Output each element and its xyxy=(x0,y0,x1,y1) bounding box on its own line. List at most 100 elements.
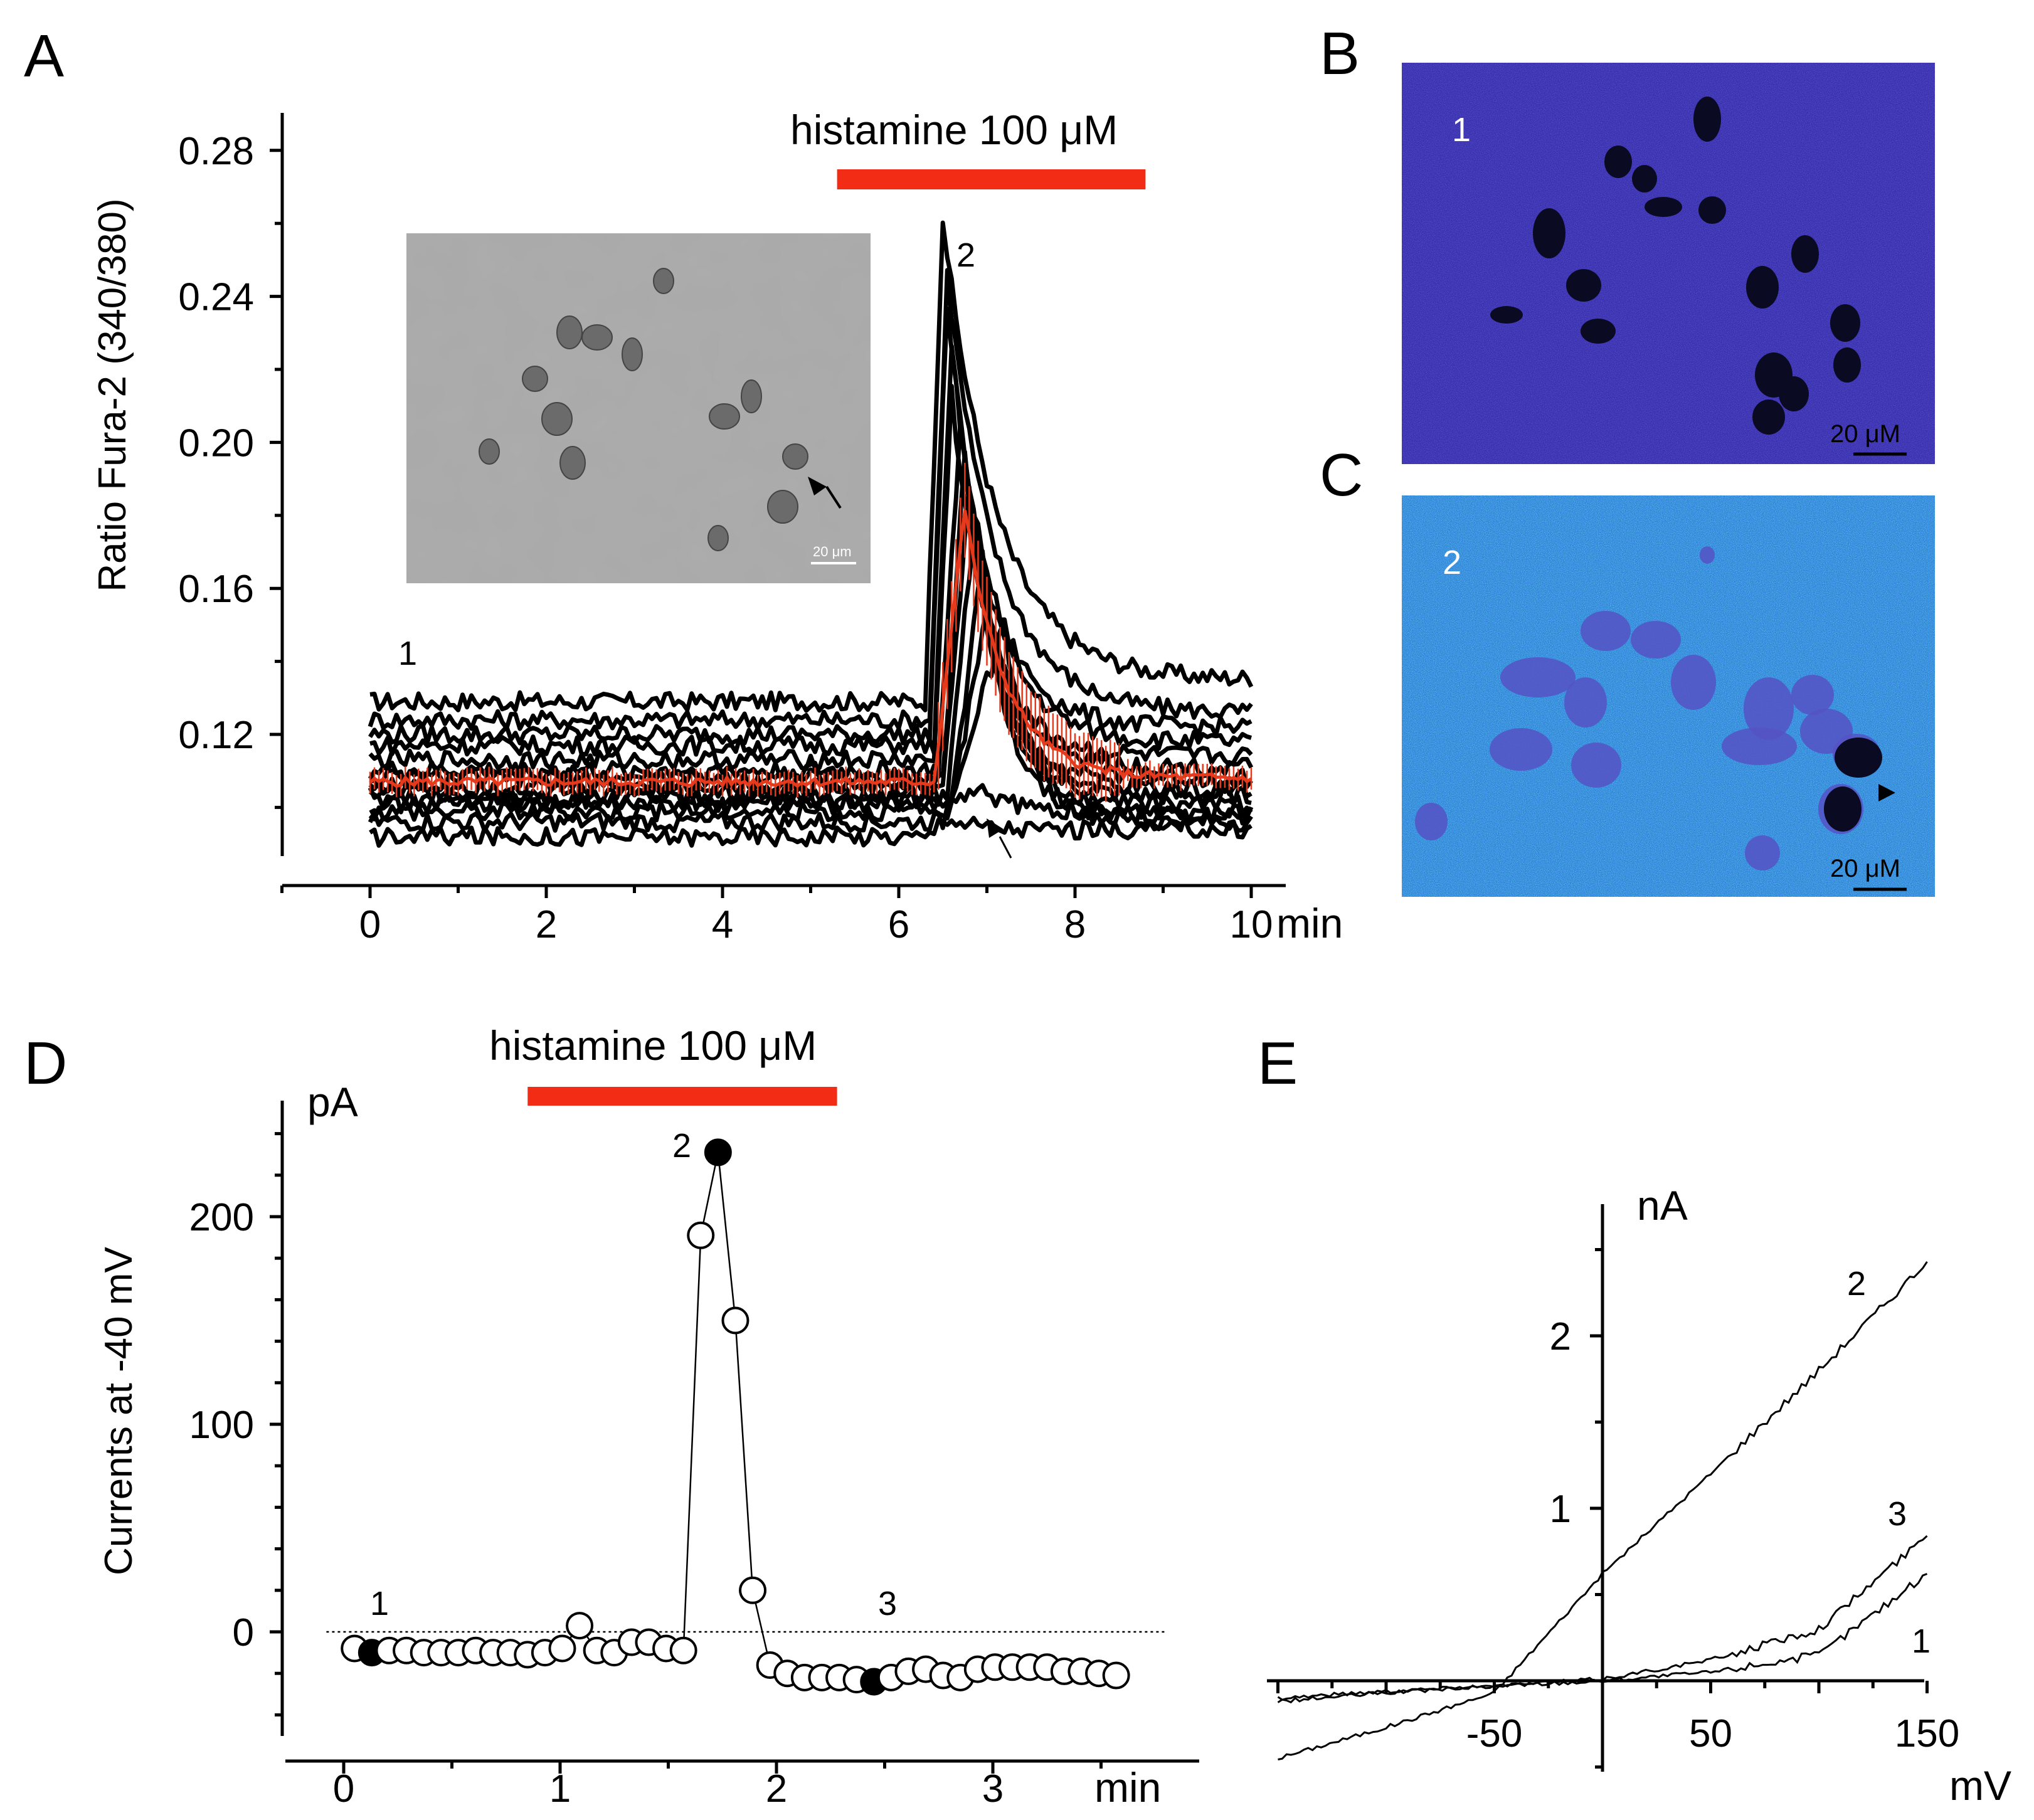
inset-arrow-line xyxy=(825,485,842,509)
panel-a-axes xyxy=(280,113,1286,887)
panel-e-curve-label-1: 1 xyxy=(1912,1622,1931,1660)
inset-texture xyxy=(406,233,871,583)
inset-cells xyxy=(479,268,808,551)
panel-c-cell xyxy=(1564,677,1607,727)
panel-a-stimulus-bar xyxy=(837,169,1146,189)
panel-c-cell xyxy=(1581,611,1631,651)
panel-b-cell xyxy=(1566,269,1601,302)
inset-arrowhead-icon xyxy=(808,477,827,495)
panel-a-y-tick-label: 0.16 xyxy=(178,568,254,611)
inset-cell xyxy=(479,438,500,465)
panel-e-curve-label-2: 2 xyxy=(1847,1265,1866,1303)
panel-d-point xyxy=(548,1634,576,1663)
panel-a-x-unit: min xyxy=(1276,900,1343,946)
panel-b-cell xyxy=(1693,97,1721,142)
panel-a-y-tick-label: 0.24 xyxy=(178,276,254,319)
inset-cell xyxy=(581,324,613,351)
panel-b-cell xyxy=(1752,399,1785,435)
panel-b-texture xyxy=(1402,63,1935,464)
panel-a-x-tick-label: 4 xyxy=(712,903,733,946)
panel-a-x-tick-label: 2 xyxy=(536,903,557,946)
panel-d-y-tick-label: 0 xyxy=(233,1611,254,1654)
panel-d-axes xyxy=(280,1101,1199,1763)
panel-c-arrowhead-icon xyxy=(1878,784,1895,802)
panel-e-x-unit: mV xyxy=(1949,1762,2011,1809)
panel-e-ticks: 1 2 -50 50 150 xyxy=(1276,1248,1959,1769)
panel-c-letter: C xyxy=(1320,442,1363,509)
panel-e: E 1 2 -50 50 150 nA mV 2 3 1 xyxy=(1258,1030,2011,1809)
panel-d-point-label-3: 3 xyxy=(878,1585,897,1622)
inset-cell xyxy=(741,379,762,413)
inset-cell xyxy=(556,315,583,349)
panel-c-cell xyxy=(1631,621,1681,659)
panel-a-point-label-2: 2 xyxy=(956,236,975,274)
brightfield-inset: 20 μm xyxy=(406,233,871,583)
panel-d-line xyxy=(354,1152,1116,1683)
panel-e-curve-3 xyxy=(1277,1535,1928,1701)
panel-a-trace-1 xyxy=(369,220,1254,713)
panel-c-cell xyxy=(1745,835,1780,870)
panel-b-letter: B xyxy=(1320,20,1360,87)
panel-d-y-tick-label: 200 xyxy=(189,1196,254,1239)
panel-c-cell xyxy=(1791,675,1834,715)
panel-c-cell xyxy=(1490,728,1552,771)
inset-cell xyxy=(522,366,548,392)
panel-c-cell xyxy=(1500,657,1576,697)
panel-a-trace-10 xyxy=(369,549,1253,815)
panel-d-point-label-2: 2 xyxy=(672,1127,691,1165)
panel-b: B 1 20 μM xyxy=(1320,20,1935,464)
panel-a-trace-6 xyxy=(368,418,1254,783)
panel-a-trace-12 xyxy=(368,618,1253,833)
panel-d-ticks: 0 100 200 0 1 2 3 xyxy=(189,1132,1103,1811)
inset-cell xyxy=(559,446,586,480)
panel-a-arrowhead-icon xyxy=(987,818,1004,838)
panel-d-point xyxy=(739,1576,767,1604)
panel-b-cell xyxy=(1830,304,1860,342)
panel-e-curves xyxy=(1277,1261,1928,1760)
panel-d: D histamine 100 μM pA min Currents at -4… xyxy=(24,1022,1199,1811)
panel-a-trace-3 xyxy=(368,306,1253,746)
panel-e-y-unit: nA xyxy=(1637,1182,1688,1229)
panel-d-x-tick-label: 3 xyxy=(982,1767,1004,1811)
panel-a-x-tick-label: 8 xyxy=(1064,903,1086,946)
panel-c-dark-cell xyxy=(1835,738,1882,778)
panel-d-point xyxy=(721,1306,750,1335)
panel-e-y-tick-label: 2 xyxy=(1550,1315,1571,1358)
panel-d-y-tick-label: 100 xyxy=(189,1404,254,1447)
panel-a-y-axis-title: Ratio Fura-2 (340/380) xyxy=(91,198,134,591)
panel-c-cell xyxy=(1571,743,1621,788)
panel-b-cell xyxy=(1645,197,1682,217)
panel-b-cell xyxy=(1698,196,1726,224)
panel-a-mean-trace xyxy=(369,462,1253,802)
panel-a-trace-13 xyxy=(369,815,1253,848)
panel-d-stimulus-label: histamine 100 μM xyxy=(489,1022,817,1069)
panel-a-trace-4 xyxy=(369,344,1253,757)
panel-e-x-tick-label: 50 xyxy=(1689,1712,1732,1755)
panel-b-cell xyxy=(1791,235,1819,273)
panel-d-points xyxy=(341,1138,1130,1696)
panel-b-scale-label: 20 μM xyxy=(1830,420,1900,448)
panel-d-connecting-line xyxy=(354,1152,1116,1683)
panel-b-image-label: 1 xyxy=(1452,111,1471,149)
panel-c-cell xyxy=(1744,677,1794,740)
panel-e-curve-label-3: 3 xyxy=(1888,1495,1907,1533)
panel-d-point-filled xyxy=(704,1138,732,1167)
panel-a-stimulus-label: histamine 100 μM xyxy=(790,107,1118,153)
panel-a-mean-line xyxy=(369,510,1253,788)
panel-d-x-tick-label: 0 xyxy=(333,1767,354,1811)
inset-cell xyxy=(541,402,573,436)
panel-a-y-tick-label: 0.12 xyxy=(178,714,254,757)
panel-d-letter: D xyxy=(24,1030,67,1097)
panel-d-point xyxy=(669,1636,697,1664)
panel-d-point xyxy=(687,1221,715,1249)
panel-e-letter: E xyxy=(1258,1030,1298,1097)
panel-a-point-label-1: 1 xyxy=(398,635,417,672)
panel-c-cells xyxy=(1415,546,1882,870)
inset-scale-label: 20 μm xyxy=(813,544,852,559)
panel-a-trace-2 xyxy=(368,268,1253,731)
panel-a-trace-14 xyxy=(369,783,1252,822)
panel-c-cell xyxy=(1415,803,1448,840)
panel-d-stimulus-bar xyxy=(527,1087,837,1106)
panel-d-point-label-1: 1 xyxy=(370,1585,389,1622)
panel-c-image-label: 2 xyxy=(1443,544,1461,581)
